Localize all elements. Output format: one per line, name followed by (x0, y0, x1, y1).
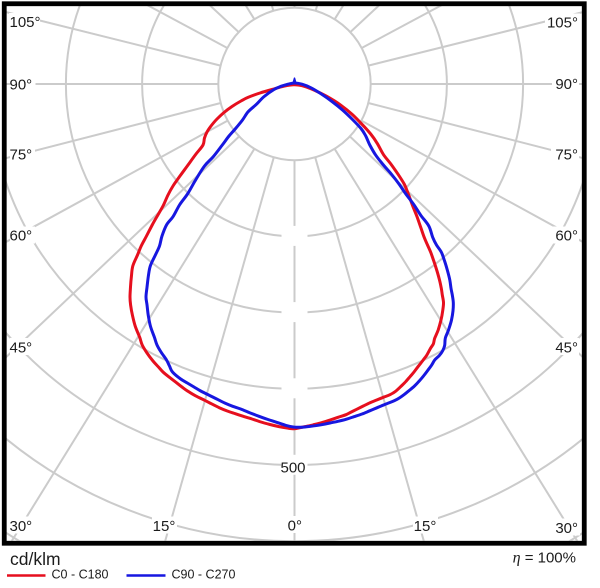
svg-text:cd/klm: cd/klm (10, 549, 61, 569)
svg-text:30°: 30° (10, 518, 33, 535)
svg-text:90°: 90° (555, 76, 578, 93)
svg-text:45°: 45° (555, 339, 578, 356)
svg-text:500: 500 (280, 459, 305, 476)
svg-text:105°: 105° (547, 15, 578, 32)
svg-text:90°: 90° (10, 77, 33, 94)
svg-text:C0 - C180: C0 - C180 (52, 568, 109, 582)
svg-text:45°: 45° (10, 339, 33, 356)
svg-text:75°: 75° (10, 147, 33, 164)
svg-text:60°: 60° (555, 227, 578, 244)
svg-text:30°: 30° (555, 520, 578, 537)
svg-text:C90 - C270: C90 - C270 (172, 568, 236, 582)
svg-text:60°: 60° (10, 227, 33, 244)
svg-text:105°: 105° (10, 14, 41, 31)
svg-text:15°: 15° (153, 518, 176, 535)
svg-text:75°: 75° (555, 147, 578, 164)
svg-text:15°: 15° (414, 518, 437, 535)
svg-text:0°: 0° (288, 517, 302, 534)
svg-text:η = 100%: η = 100% (513, 550, 576, 567)
